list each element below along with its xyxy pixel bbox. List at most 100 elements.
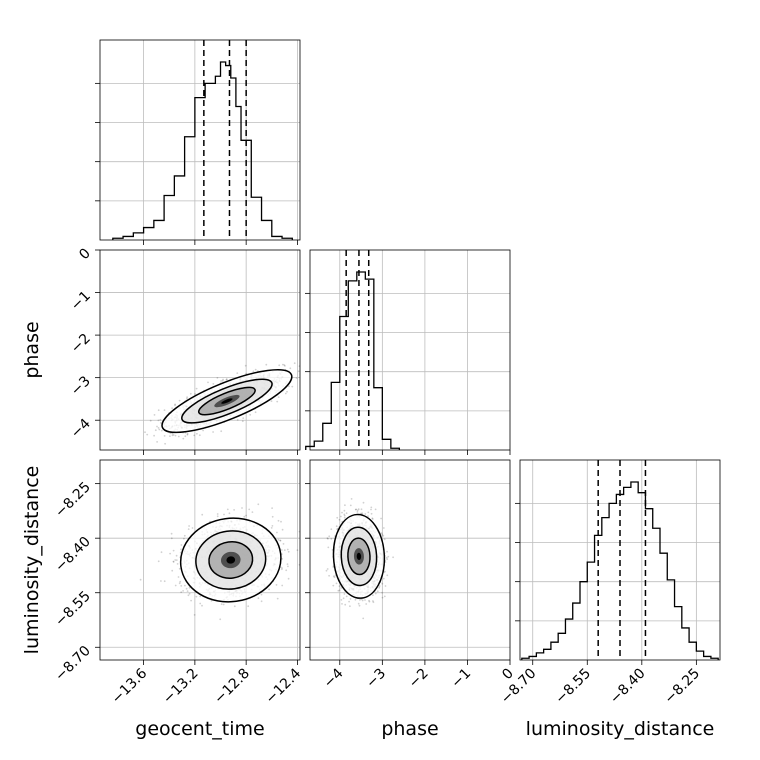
sample-point — [179, 580, 182, 583]
y-tick-label: −8.70 — [52, 643, 94, 685]
sample-point — [384, 585, 387, 587]
sample-point — [376, 590, 379, 593]
sample-point — [381, 533, 384, 536]
sample-point — [254, 368, 257, 371]
sample-point — [171, 434, 174, 437]
sample-point — [301, 373, 303, 375]
histogram-geocent_time — [112, 61, 293, 240]
sample-point — [286, 563, 289, 565]
sample-point — [334, 574, 337, 577]
sample-point — [281, 568, 283, 571]
sample-point — [260, 600, 263, 603]
sample-point — [157, 560, 160, 563]
sample-point — [157, 419, 160, 422]
sample-point — [280, 520, 282, 523]
sample-point — [158, 428, 161, 431]
sample-point — [193, 614, 196, 616]
sample-point — [381, 591, 384, 594]
sample-point — [159, 422, 162, 424]
sample-point — [188, 525, 191, 527]
sample-point — [186, 396, 189, 399]
x-tick-label: −1 — [448, 666, 474, 692]
sample-point — [354, 508, 357, 511]
sample-point — [328, 535, 331, 538]
sample-point — [233, 605, 236, 608]
sample-point — [174, 559, 177, 561]
sample-point — [337, 589, 340, 592]
sample-point — [270, 527, 273, 529]
sample-point — [182, 590, 185, 592]
sample-point — [383, 595, 386, 598]
sample-point — [175, 554, 178, 557]
sample-point — [343, 513, 346, 516]
sample-point — [370, 506, 373, 509]
sample-point — [156, 441, 159, 443]
sample-point — [281, 558, 284, 560]
sample-point — [276, 400, 279, 403]
sample-point — [343, 516, 346, 519]
sample-point — [169, 552, 172, 555]
sample-point — [153, 414, 156, 416]
sample-point — [248, 508, 251, 511]
sample-point — [355, 508, 357, 511]
sample-point — [225, 378, 228, 380]
x-tick-label: −8.55 — [552, 666, 594, 708]
sample-point — [288, 385, 290, 388]
sample-point — [287, 577, 290, 580]
sample-point — [188, 592, 191, 595]
sample-point — [220, 380, 223, 382]
sample-point — [284, 365, 286, 367]
sample-point — [367, 511, 370, 514]
sample-point — [367, 515, 369, 518]
sample-point — [160, 580, 162, 582]
sample-point — [341, 511, 343, 514]
sample-point — [279, 539, 282, 542]
sample-point — [372, 600, 374, 602]
sample-point — [180, 548, 182, 551]
sample-point — [343, 593, 346, 595]
sample-point — [185, 587, 188, 590]
sample-point — [172, 434, 175, 436]
y-tick-label: 0 — [76, 246, 94, 264]
sample-point — [180, 544, 183, 546]
sample-point — [196, 432, 198, 435]
sample-point — [278, 364, 281, 367]
sample-point — [222, 378, 225, 381]
sample-point — [360, 508, 363, 511]
sample-point — [284, 392, 287, 395]
sample-point — [156, 425, 158, 428]
sample-point — [340, 587, 343, 589]
sample-point — [335, 525, 338, 528]
y-tick-label: −2 — [68, 331, 94, 357]
sample-point — [295, 377, 298, 379]
sample-point — [186, 397, 188, 400]
sample-point — [271, 515, 274, 518]
sample-point — [194, 393, 196, 395]
sample-point — [191, 527, 194, 529]
sample-point — [382, 577, 385, 580]
sample-point — [372, 601, 375, 604]
panel-border — [99, 249, 301, 451]
sample-point — [193, 434, 196, 437]
sample-point — [170, 537, 173, 540]
sample-point — [333, 576, 336, 579]
sample-point — [163, 580, 166, 583]
sample-point — [281, 584, 284, 587]
sample-point — [360, 512, 362, 515]
sample-point — [343, 509, 346, 512]
sample-point — [252, 370, 255, 373]
x-tick-label: −2 — [406, 666, 432, 692]
x-tick-label: −8.40 — [607, 666, 649, 708]
sample-point — [172, 549, 175, 552]
sample-point — [271, 525, 274, 527]
sample-point — [257, 597, 260, 600]
sample-point — [332, 584, 335, 587]
sample-point — [276, 531, 278, 534]
panel-1-0 — [99, 249, 303, 451]
sample-point — [199, 595, 202, 598]
sample-point — [265, 363, 268, 366]
sample-point — [374, 508, 377, 511]
sample-point — [387, 555, 390, 558]
sample-point — [174, 403, 177, 406]
x-tick-label: −3 — [363, 666, 389, 692]
